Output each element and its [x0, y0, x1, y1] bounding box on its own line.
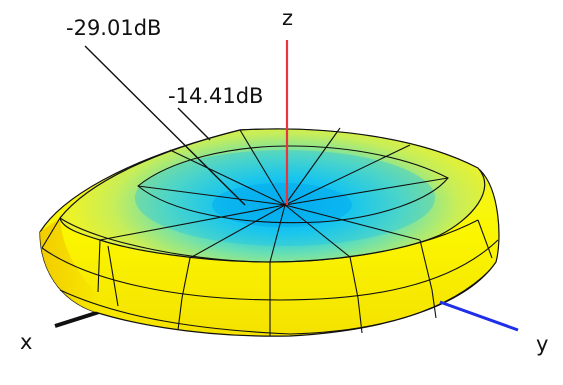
- z-axis-label: z: [282, 6, 294, 30]
- inner-level-leader: [177, 107, 211, 141]
- mesh-lines: [41, 127, 499, 336]
- pattern-left-shade: [40, 218, 108, 312]
- y-axis-label: y: [536, 332, 549, 356]
- y-axis-line: [439, 300, 519, 332]
- x-axis-label: x: [20, 330, 33, 354]
- inner-level-label: -14.41dB: [168, 84, 264, 108]
- outer-level-label: -29.01dB: [66, 16, 162, 40]
- outer-level-leader: [84, 45, 246, 206]
